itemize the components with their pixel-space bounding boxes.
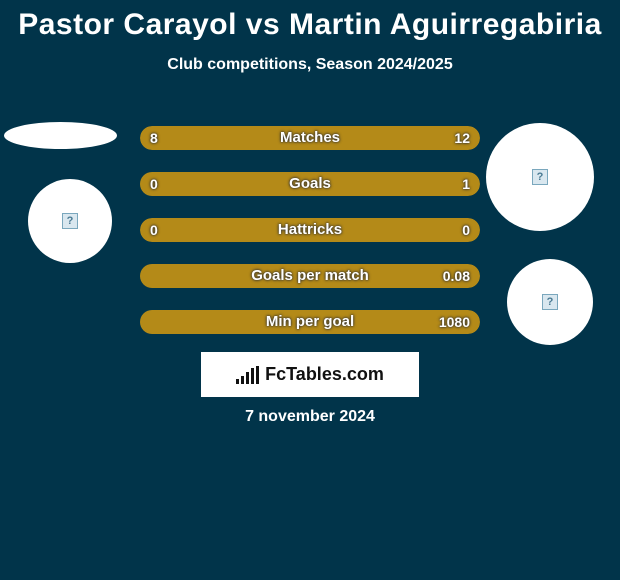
- image-placeholder-icon: ?: [62, 213, 78, 229]
- bars-chart-icon: [236, 366, 259, 384]
- stat-label: Hattricks: [140, 218, 480, 242]
- stats-bars: 812Matches 01Goals 00Hattricks 0.08Goals pe…: [140, 126, 480, 356]
- page-title: Pastor Carayol vs Martin Aguirregabiria: [0, 0, 620, 42]
- brand-box: FcTables.com: [201, 352, 419, 397]
- left-player-avatar: ?: [28, 179, 112, 263]
- left-team-ellipse: [4, 122, 117, 149]
- stat-label: Matches: [140, 126, 480, 150]
- image-placeholder-icon: ?: [532, 169, 548, 185]
- stat-label: Goals: [140, 172, 480, 196]
- stat-label: Min per goal: [140, 310, 480, 334]
- stat-label: Goals per match: [140, 264, 480, 288]
- brand-text: FcTables.com: [265, 364, 384, 385]
- right-team-avatar: ?: [486, 123, 594, 231]
- subtitle: Club competitions, Season 2024/2025: [0, 56, 620, 74]
- stat-row: 0.08Goals per match: [140, 264, 480, 288]
- stat-row: 00Hattricks: [140, 218, 480, 242]
- stat-row: 812Matches: [140, 126, 480, 150]
- right-player-avatar: ?: [507, 259, 593, 345]
- date-text: 7 november 2024: [0, 408, 620, 426]
- stat-row: 01Goals: [140, 172, 480, 196]
- image-placeholder-icon: ?: [542, 294, 558, 310]
- stat-row: 1080Min per goal: [140, 310, 480, 334]
